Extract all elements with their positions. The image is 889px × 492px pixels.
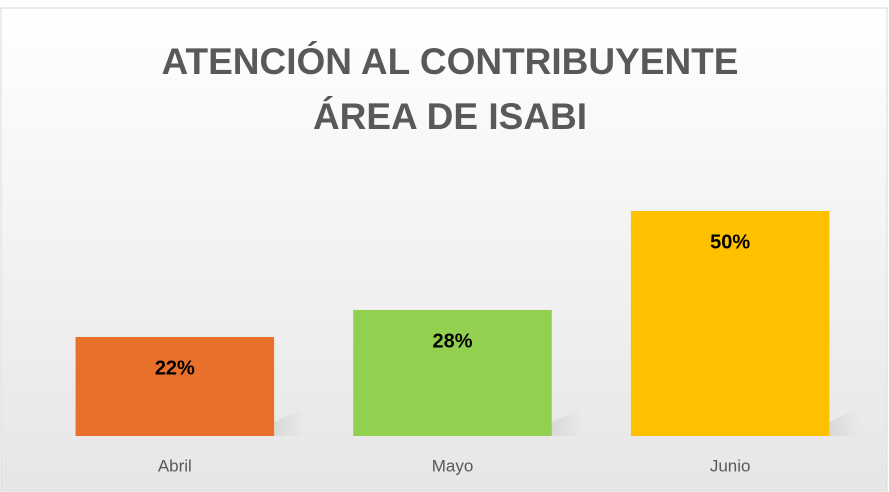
data-label: 28% bbox=[432, 330, 472, 352]
bar-shadow bbox=[244, 408, 305, 436]
bar bbox=[630, 211, 830, 436]
bar bbox=[353, 310, 552, 436]
x-tick-label: Junio bbox=[710, 456, 751, 475]
x-tick-label: Mayo bbox=[432, 456, 474, 475]
data-label: 50% bbox=[710, 231, 750, 253]
data-label: 22% bbox=[155, 357, 195, 379]
x-tick-label: Abril bbox=[158, 456, 192, 475]
chart-title: ATENCIÓN AL CONTRIBUYENTE ÁREA DE ISABI bbox=[161, 41, 739, 137]
bar bbox=[75, 337, 275, 436]
